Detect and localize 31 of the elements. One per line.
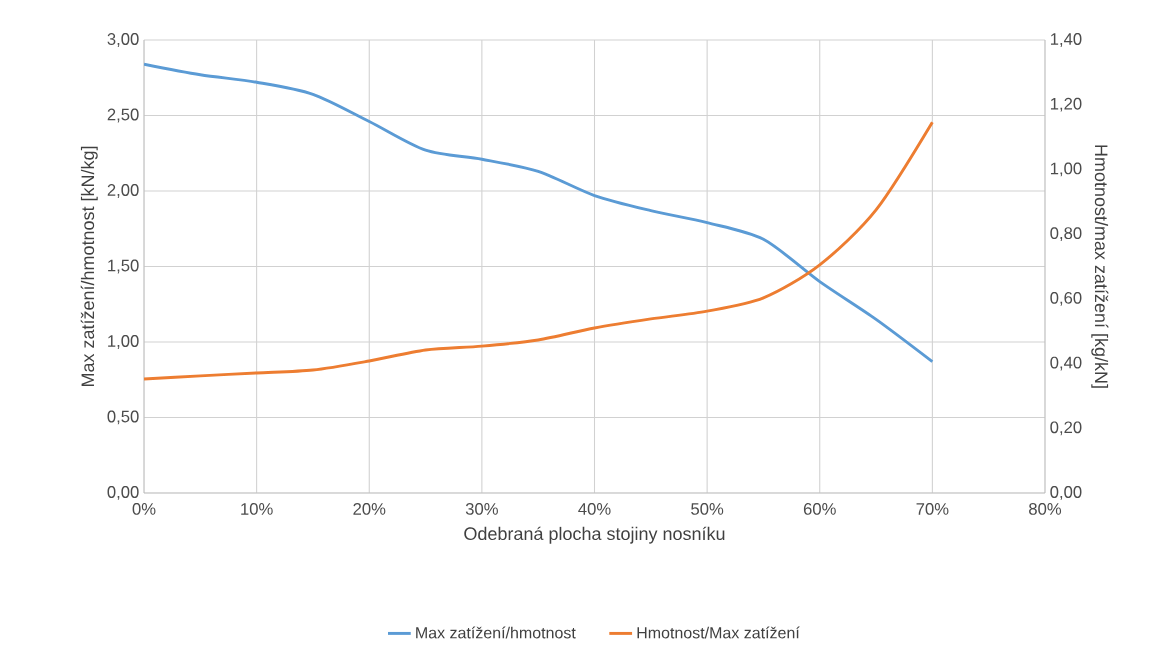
y2-axis-title: Hmotnost/max zatížení [kg/kN]: [1091, 145, 1109, 388]
x-tick-label: 20%: [353, 503, 386, 515]
x-tick-label: 40%: [578, 503, 611, 515]
y-tick-label: 3,00: [107, 33, 139, 47]
y2-tick-label: 0,80: [1050, 227, 1082, 242]
y-tick-label: 2,50: [107, 108, 139, 123]
y2-tick-label: 0,60: [1050, 291, 1082, 306]
y-tick-label: 1,00: [108, 335, 139, 349]
y-tick-label: 2,00: [107, 184, 139, 198]
y2-tick-label: 0,40: [1050, 356, 1082, 371]
legend-label: Hmotnost/Max zatížení: [637, 626, 800, 639]
y2-tick-label: 1,20: [1050, 97, 1082, 112]
y2-tick-label: 0,20: [1050, 421, 1082, 436]
x-axis-title: Odebraná plocha stojiny nosníku: [464, 526, 725, 544]
y-tick-label: 1,50: [108, 259, 139, 274]
y2-tick-label: 1,40: [1050, 33, 1082, 47]
line-series: [144, 62, 934, 364]
x-tick-label: 80%: [1029, 503, 1062, 515]
legend-label: Max zatížení/hmotnost: [416, 626, 576, 639]
x-tick-label: 30%: [465, 503, 498, 515]
x-tick-label: 70%: [916, 503, 949, 515]
x-tick-label: 10%: [241, 503, 273, 515]
y-tick-label: 0,00: [107, 486, 139, 500]
x-tick-label: 60%: [803, 503, 836, 515]
y-tick-label: 0,50: [107, 410, 139, 425]
x-tick-label: 50%: [691, 503, 724, 515]
y-axis-title: Max zatížení/hmotnost [kN/kg]: [80, 146, 98, 387]
y2-tick-label: 0,00: [1050, 486, 1082, 500]
line-series: [144, 120, 934, 381]
x-tick-label: 0%: [132, 503, 156, 515]
y2-tick-label: 1,00: [1050, 162, 1082, 177]
